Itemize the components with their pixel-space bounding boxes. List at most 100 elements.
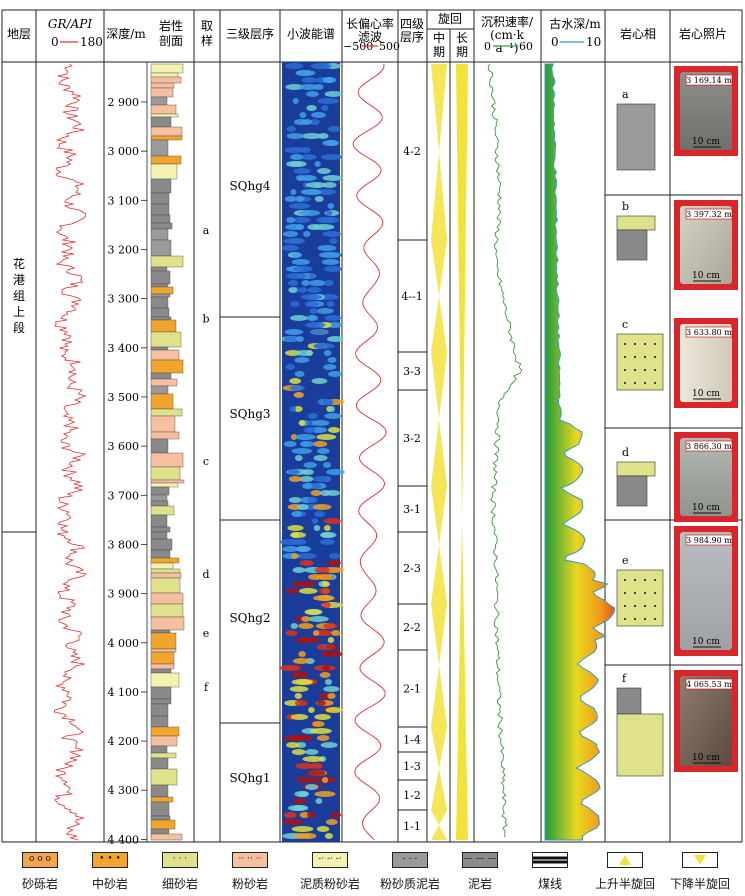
wavelet-blob (290, 301, 300, 307)
wavelet-blob (303, 231, 311, 237)
wavelet-blob (285, 588, 299, 594)
lithology-bed (150, 486, 170, 496)
header-cycle-long: 长期 (456, 31, 468, 59)
sample-label: e (203, 627, 210, 640)
wavelet-blob (307, 287, 322, 293)
wavelet-blob (291, 749, 306, 755)
legend-item: • • • 中砂岩 (70, 846, 150, 892)
fourth-order-label: 1-1 (403, 820, 421, 833)
cycle-falling (431, 240, 447, 296)
lithology-bed (150, 819, 176, 830)
wavelet-blob (323, 280, 334, 286)
wavelet-blob (317, 168, 331, 174)
lithology-bed (150, 603, 184, 618)
lithology-bed (150, 526, 171, 533)
wavelet-blob (302, 756, 324, 762)
wavelet-blob (288, 497, 302, 503)
lithology-bed (150, 203, 170, 216)
facies-label: a (622, 88, 629, 101)
photo-depth-label: 3 633.80 m (686, 328, 732, 337)
wavelet-blob (325, 707, 343, 713)
sample-markers: a b c d e f (202, 224, 209, 694)
facies-label: e (622, 554, 629, 567)
lithology-bed (150, 796, 174, 803)
wavelet-blob (302, 119, 313, 125)
wavelet-blob (294, 434, 316, 440)
strata-label: 花港组上段 (13, 256, 25, 335)
lithology-bed (150, 104, 177, 115)
legend-item: -· -· -· 泥质粉砂岩 (290, 846, 370, 892)
wavelet-blob (324, 833, 333, 839)
legend-item: — — — 泥岩 (440, 846, 520, 892)
depth-tick-label: 4 300 (108, 784, 140, 797)
legend-item: 煤线 (510, 846, 590, 892)
depth-tick-label: 3 800 (108, 538, 140, 551)
facies-label: b (622, 200, 629, 213)
header-gr-min: 0 (51, 35, 59, 49)
sand-dot (633, 578, 637, 582)
wavelet-blob (328, 427, 340, 433)
facies-label: f (622, 672, 627, 685)
core-photo-image (680, 324, 732, 402)
header-core-photo: 岩心照片 (679, 26, 727, 41)
sand-dot (653, 578, 657, 582)
wavelet-blob (311, 378, 328, 384)
lithology-bed (150, 686, 172, 700)
wavelet-blob (300, 441, 315, 447)
legend-item: - - - 粉砂质泥岩 (370, 846, 450, 892)
core-photo-image (680, 438, 732, 516)
fourth-order-label: 3-2 (403, 432, 421, 445)
cycle-falling (431, 810, 447, 825)
legend-label: 上升半旋回 (594, 877, 655, 891)
wavelet-blob (313, 441, 328, 447)
header-paleo-min: 0 (551, 35, 559, 49)
third-order-label: SQhg4 (229, 179, 270, 193)
sand-dot (643, 342, 647, 346)
lithology-bed (150, 415, 176, 433)
sand-dot (623, 355, 627, 359)
wavelet-blob (328, 406, 335, 412)
wavelet-blob (289, 378, 302, 384)
wavelet-blob (314, 567, 330, 573)
wavelet-blob (306, 105, 317, 111)
third-order-label: SQhg2 (229, 611, 270, 625)
wavelet-blob (301, 133, 323, 139)
wavelet-blob (323, 364, 337, 370)
header-gr-title: GR/API (48, 17, 92, 31)
wavelet-blob (323, 350, 332, 356)
lithology-bed (150, 757, 169, 770)
fourth-order-label: 3-1 (403, 503, 421, 516)
wavelet-blob (283, 735, 306, 741)
wavelet-blob (322, 602, 331, 608)
wavelet-blob (302, 483, 313, 489)
header-paleo: 古水深/m (549, 16, 601, 31)
cycle-rising (431, 665, 447, 727)
wavelet-blob (299, 812, 310, 818)
wavelet-blob (295, 175, 306, 181)
wavelet-blob (296, 336, 304, 342)
lithology-bed (150, 572, 182, 579)
core-photo-image (680, 676, 732, 766)
wavelet-blob (320, 154, 343, 160)
fourth-order-label: 4--1 (401, 290, 422, 303)
wavelet-blob (282, 231, 299, 237)
sample-label: f (204, 681, 209, 694)
wavelet-blob (315, 798, 323, 804)
sand-dot (653, 617, 657, 621)
wavelet-blob (305, 322, 326, 328)
lithology-bed (150, 801, 170, 817)
wavelet-blob (317, 308, 334, 314)
lithology-bed (150, 82, 175, 89)
legend-label: 粉砂质泥岩 (379, 877, 440, 891)
lithology-bed (150, 592, 184, 605)
sand-dot (643, 368, 647, 372)
lithology-bed (150, 703, 169, 717)
wavelet-blob (283, 238, 303, 244)
lithology-bed (150, 568, 181, 574)
lithology-bed (150, 228, 169, 241)
lithology-bed (150, 538, 173, 551)
lithology-bed (150, 139, 169, 157)
lithology-bed (150, 698, 172, 705)
header-paleo-max: 10 (586, 35, 601, 49)
wavelet-blob (292, 658, 310, 664)
